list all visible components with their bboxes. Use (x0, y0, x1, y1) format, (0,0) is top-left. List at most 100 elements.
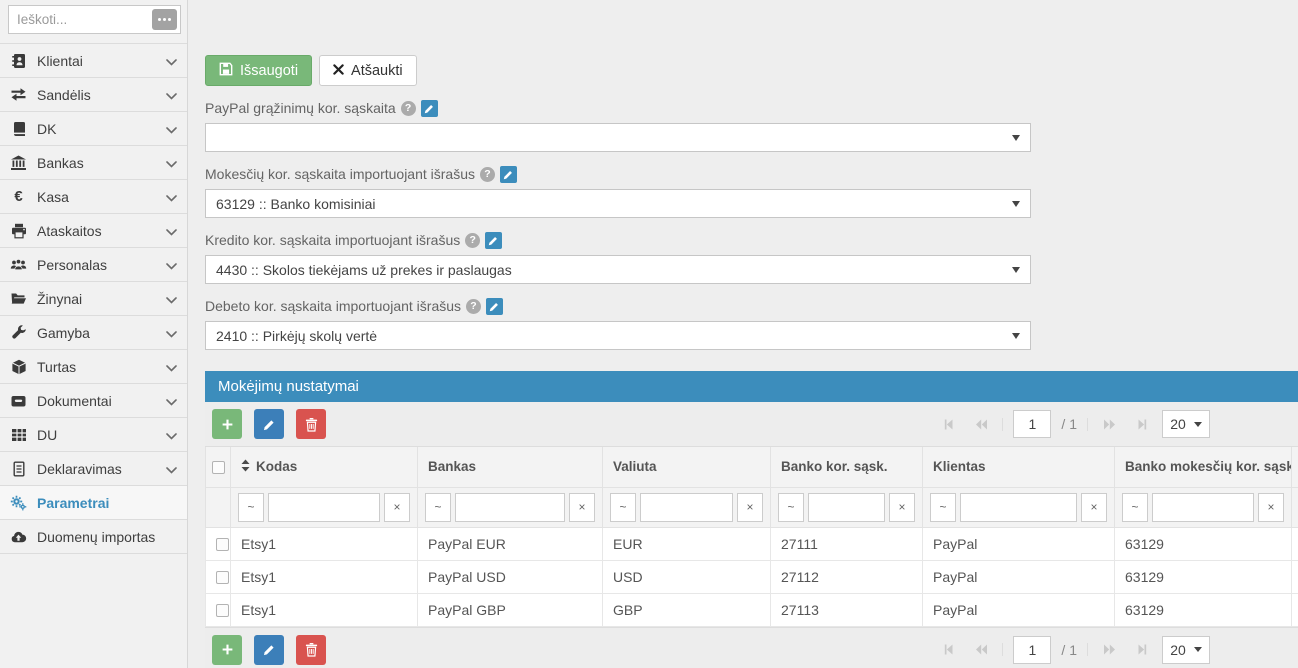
filter-operator-button[interactable]: ~ (930, 492, 956, 522)
chevron-down-icon (166, 121, 177, 137)
question-icon[interactable]: ? (480, 166, 495, 182)
filter-input-bankas[interactable] (455, 492, 565, 522)
filter-clear-icon[interactable]: × (1081, 492, 1107, 522)
column-header-valiuta[interactable]: Valiuta (602, 447, 771, 488)
sidebar-item-deklaravimas[interactable]: Deklaravimas (0, 452, 187, 486)
column-header-overflow (1291, 447, 1298, 488)
filter-operator-button[interactable]: ~ (778, 492, 804, 522)
save-button[interactable]: Išsaugoti (205, 55, 313, 86)
add-icon[interactable] (212, 409, 242, 439)
filter-input-valiuta[interactable] (640, 492, 733, 522)
first-page-icon[interactable] (938, 639, 960, 661)
chevron-down-icon (166, 325, 177, 341)
page-number-input[interactable] (1013, 635, 1052, 664)
question-icon[interactable]: ? (465, 232, 481, 248)
ellipsis-icon[interactable] (152, 9, 177, 30)
sidebar-search-area (0, 0, 187, 39)
filter-input-kodas[interactable] (268, 492, 380, 522)
add-icon[interactable] (212, 634, 242, 665)
row-checkbox[interactable] (216, 538, 229, 552)
pencil-icon[interactable] (420, 99, 438, 117)
select-all-checkbox[interactable] (211, 461, 225, 475)
prev-page-icon[interactable] (970, 639, 992, 661)
sidebar-item-label: Parametrai (37, 494, 110, 511)
sidebar-item-kasa[interactable]: € Kasa (0, 180, 187, 214)
filter-operator-button[interactable]: ~ (425, 492, 451, 522)
debit-account-select[interactable]: 2410 :: Pirkėjų skolų vertė (205, 321, 1031, 350)
sidebar-item-personalas[interactable]: Personalas (0, 248, 187, 282)
sidebar-item-du[interactable]: DU (0, 418, 187, 452)
sort-icon (241, 459, 250, 475)
sidebar-item-label: Dokumentai (37, 392, 112, 409)
field-label: Mokesčių kor. sąskaita importuojant išra… (205, 166, 475, 182)
credit-account-select[interactable]: 4430 :: Skolos tiekėjams už prekes ir pa… (205, 255, 1031, 284)
next-page-icon[interactable] (1098, 639, 1120, 661)
delete-icon[interactable] (296, 409, 326, 439)
cancel-button[interactable]: Atšaukti (319, 55, 417, 86)
wrench-icon (10, 324, 27, 341)
filter-input-banko-mokesciu[interactable] (1152, 492, 1254, 522)
edit-icon[interactable] (254, 409, 284, 439)
question-icon[interactable]: ? (400, 100, 416, 116)
chevron-down-icon (166, 155, 177, 171)
filter-clear-icon[interactable]: × (569, 492, 595, 522)
column-header-banko-kor-sask[interactable]: Banko kor. sąsk. (770, 447, 923, 488)
column-header-klientas[interactable]: Klientas (922, 447, 1115, 488)
form-group-credit-account: Kredito kor. sąskaita importuojant išraš… (205, 231, 1298, 284)
pager-separator (1002, 643, 1004, 656)
next-page-icon[interactable] (1098, 413, 1120, 435)
last-page-icon[interactable] (1130, 413, 1152, 435)
table-row[interactable]: Etsy1 PayPal GBP GBP 27113 PayPal 63129 (205, 592, 1298, 627)
pencil-icon[interactable] (485, 231, 503, 249)
filter-operator-button[interactable]: ~ (610, 492, 636, 522)
filter-clear-icon[interactable]: × (384, 492, 410, 522)
filter-input-klientas[interactable] (960, 492, 1077, 522)
table-icon (10, 426, 27, 443)
sidebar-item-gamyba[interactable]: Gamyba (0, 316, 187, 350)
address-book-icon (10, 52, 27, 69)
exchange-icon (10, 86, 27, 103)
filter-operator-button[interactable]: ~ (238, 492, 264, 522)
sidebar-item-dk[interactable]: DK (0, 112, 187, 146)
sidebar-item-turtas[interactable]: Turtas (0, 350, 187, 384)
row-checkbox[interactable] (216, 571, 229, 585)
paypal-refund-account-select[interactable] (205, 123, 1031, 152)
pager-separator (1087, 417, 1088, 431)
question-icon[interactable]: ? (466, 298, 482, 314)
last-page-icon[interactable] (1130, 639, 1152, 661)
sidebar-item-label: Bankas (37, 154, 84, 171)
column-header-bankas[interactable]: Bankas (417, 447, 603, 488)
sidebar-item-sandelis[interactable]: Sandėlis (0, 78, 187, 112)
pencil-icon[interactable] (500, 165, 517, 183)
field-label: Debeto kor. sąskaita importuojant išrašu… (205, 298, 462, 314)
page-size-select[interactable]: 20 (1162, 635, 1210, 664)
prev-page-icon[interactable] (970, 413, 992, 435)
sidebar-item-label: Personalas (37, 256, 108, 273)
filter-clear-icon[interactable]: × (1258, 492, 1284, 522)
delete-icon[interactable] (296, 634, 326, 665)
sidebar-item-bankas[interactable]: Bankas (0, 146, 187, 180)
filter-clear-icon[interactable]: × (889, 492, 915, 522)
sidebar-item-ataskaitos[interactable]: Ataskaitos (0, 214, 187, 248)
tax-account-select[interactable]: 63129 :: Banko komisiniai (205, 189, 1031, 218)
sidebar-item-parametrai[interactable]: Parametrai (0, 486, 187, 520)
table-row[interactable]: Etsy1 PayPal EUR EUR 27111 PayPal 63129 (205, 526, 1298, 561)
sidebar-item-klientai[interactable]: Klientai (0, 44, 187, 78)
folder-open-icon (10, 290, 27, 307)
filter-operator-button[interactable]: ~ (1122, 492, 1148, 522)
sidebar-item-label: Duomenų importas (37, 528, 156, 545)
table-row[interactable]: Etsy1 PayPal USD USD 27112 PayPal 63129 (205, 559, 1298, 594)
pencil-icon[interactable] (486, 297, 504, 315)
sidebar-item-dokumentai[interactable]: Dokumentai (0, 384, 187, 418)
filter-input-banko-kor-sask[interactable] (808, 492, 885, 522)
sidebar-item-duomenu-importas[interactable]: Duomenų importas (0, 520, 187, 554)
row-checkbox[interactable] (216, 604, 229, 618)
sidebar-item-zinynai[interactable]: Žinynai (0, 282, 187, 316)
first-page-icon[interactable] (938, 413, 960, 435)
page-number-input[interactable] (1013, 410, 1052, 438)
column-header-banko-mokesciu[interactable]: Banko mokesčių kor. sąskaita (1114, 447, 1292, 488)
edit-icon[interactable] (254, 634, 284, 665)
filter-clear-icon[interactable]: × (737, 492, 763, 522)
page-size-select[interactable]: 20 (1162, 410, 1210, 438)
column-header-kodas[interactable]: Kodas (230, 447, 418, 488)
